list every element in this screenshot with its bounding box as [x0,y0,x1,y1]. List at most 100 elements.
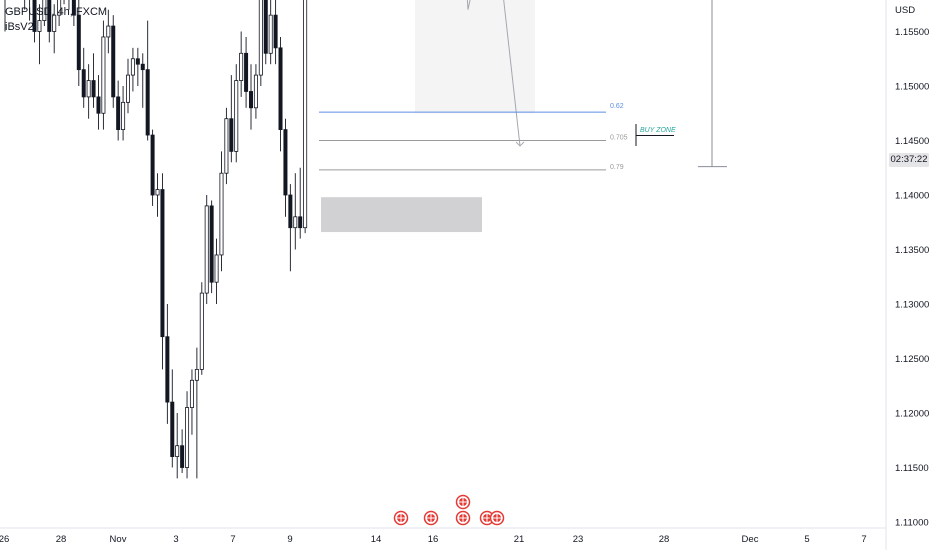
candle-body [224,118,229,174]
price-tick-label: 1.14000 [895,191,929,202]
candle-body [170,401,175,458]
uk-us-flag-icon [423,510,439,526]
candle-body [189,379,194,408]
candle-body [199,292,204,370]
candle-body [96,96,101,114]
candle-body [145,69,150,136]
candlestick-series [4,0,308,479]
time-tick-label: 7 [230,534,235,545]
candle-body [150,134,155,196]
candle-body [135,58,140,65]
candle-body [258,0,263,76]
symbol-title: GBPUSD, 4h, FXCM [5,6,108,18]
time-tick-label: 28 [56,534,67,545]
price-tick-label: 1.13000 [895,300,929,311]
uk-us-flag-icon [455,494,471,510]
candle-body [204,205,209,294]
candle-body [101,36,106,114]
time-tick-label: Nov [110,534,127,545]
candle-body [37,20,42,32]
candle-body [155,189,160,196]
candle-body [111,25,116,98]
projection-arrowhead [515,141,525,147]
candle-body [130,58,135,76]
fib-level-label: 0.79 [610,164,624,171]
time-axis[interactable]: 26 28 Nov 3 7 9 14 16 21 23 28 Dec 5 7 [0,527,886,545]
candle-body [81,69,86,98]
time-tick-label: 16 [428,534,439,545]
candle-body [298,216,303,229]
current-price-countdown: 02:37:22 [889,153,929,167]
price-tick-label: 1.11500 [895,463,929,474]
candle-body [140,63,145,71]
time-tick-label: 14 [371,534,382,545]
candle-body [32,0,37,32]
economic-events [393,494,505,526]
candle-body [209,205,214,283]
candle-body [52,14,57,32]
candle-body [126,74,131,103]
time-tick-label: 21 [514,534,525,545]
candle-body [288,194,293,229]
time-tick-label: 5 [804,534,809,545]
candle-body [180,445,185,468]
price-tick-label: 1.12500 [895,354,929,365]
candle-body [268,14,273,54]
time-tick-label: Dec [742,534,759,545]
candle-body [165,336,170,403]
candle-body [106,25,111,38]
candle-body [239,52,244,81]
time-tick-label: 9 [287,534,292,545]
candle-body [86,80,91,98]
projection-box [415,0,535,114]
candle-body [160,189,165,338]
price-tick-label: 1.15500 [895,27,929,38]
candle-body [121,101,126,130]
uk-us-flag-icon [479,510,495,526]
candle-body [91,80,96,98]
price-tick-label: 1.15000 [895,82,929,93]
time-tick-label: 3 [173,534,178,545]
currency-label: USD [895,5,915,16]
price-axis[interactable]: USD1.205001.200001.195001.190001.185001.… [885,0,929,550]
candle-body [253,74,258,109]
price-tick-label: 1.11000 [895,518,929,529]
candle-body [76,14,81,71]
fib-level-label: 0.705 [610,135,628,142]
time-tick-label: 26 [0,534,9,545]
candle-body [116,96,121,131]
indicator-name[interactable]: iBsV2 [5,21,34,33]
uk-us-flag-icon [393,510,409,526]
candle-body [219,172,224,256]
time-tick-label: 28 [659,534,670,545]
candle-body [42,0,47,22]
candle-body [293,216,298,229]
buy-zone-label: BUY ZONE [640,127,676,134]
price-tick-label: 1.14500 [895,136,929,147]
candle-body [234,80,239,152]
candle-body [303,0,308,229]
time-tick-label: 7 [861,534,866,545]
gray-zone [321,197,482,233]
uk-us-flag-icon [489,510,505,526]
candle-body [47,0,52,32]
candle-body [248,91,253,109]
candle-body [278,47,283,130]
candle-body [175,445,180,458]
candle-body [283,129,288,196]
price-tick-label: 1.13500 [895,245,929,256]
candle-body [71,0,76,16]
candle-body [214,254,219,283]
candle-body [273,14,278,49]
candle-body [194,368,199,381]
candle-body [185,407,190,468]
time-tick-label: 23 [573,534,584,545]
candle-body [229,118,234,152]
price-tick-label: 1.12000 [895,409,929,420]
uk-us-flag-icon [455,510,471,526]
candle-body [57,0,62,16]
fib-level-label: 0.62 [610,103,624,110]
candle-body [244,52,249,92]
